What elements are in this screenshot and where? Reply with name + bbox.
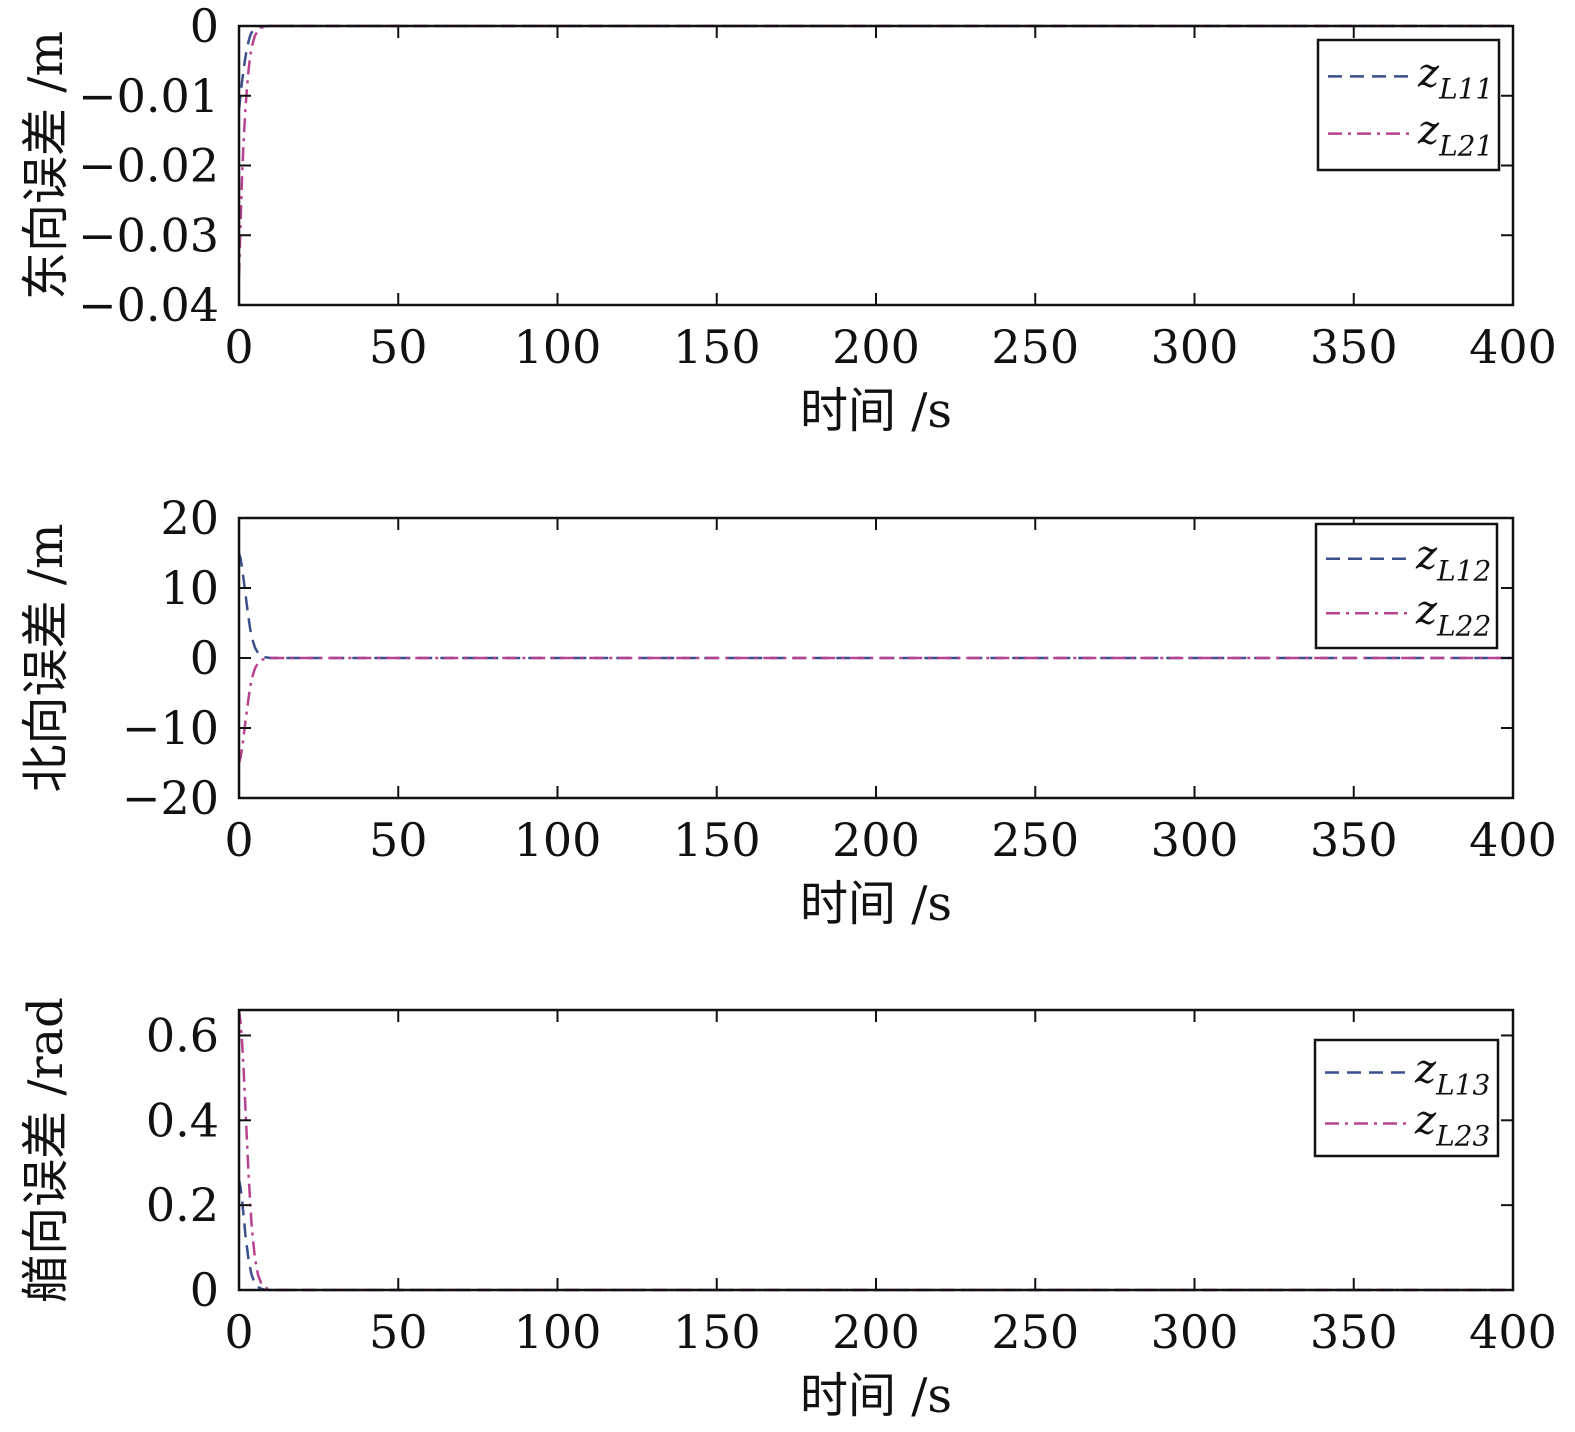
x-tick-label: 250 <box>991 320 1079 374</box>
subplot-1: 0 50 100 150 200 250 300 350 400 0 −0.01 −0.02 −0.03… <box>18 0 1557 439</box>
y-axis-title: 艏向误差 /rad <box>18 997 74 1303</box>
y-tick-label: −0.03 <box>78 208 219 262</box>
x-tick-label: 50 <box>369 1305 428 1359</box>
x-tick-label: 400 <box>1469 813 1557 867</box>
x-tick-label: 0 <box>224 813 253 867</box>
x-tick-label: 200 <box>832 813 920 867</box>
legend-label-L22: zL22 <box>1415 587 1491 642</box>
y-tick-label: 0.4 <box>146 1093 219 1147</box>
y-tick-label: 0 <box>190 0 219 53</box>
subplot-3: 0 50 100 150 200 250 300 350 400 0.6 0.4 0.2 0 时间 /s 艏… <box>18 997 1557 1424</box>
series-line-L12 <box>239 552 1513 660</box>
legend-box <box>1314 522 1499 650</box>
x-tick-label: 350 <box>1310 1305 1398 1359</box>
y-tick-label: −0.02 <box>78 139 219 193</box>
x-tick-label: 50 <box>369 320 428 374</box>
x-tick-label: 300 <box>1151 813 1239 867</box>
x-tick-label: 50 <box>369 813 428 867</box>
series-line-L23 <box>239 1009 1513 1292</box>
legend-box <box>1313 1038 1500 1158</box>
x-tick-label: 100 <box>514 320 602 374</box>
x-axis-title: 时间 /s <box>800 1368 952 1424</box>
x-tick-label: 150 <box>673 813 761 867</box>
x-tick-label: 150 <box>673 320 761 374</box>
x-tick-label: 100 <box>514 813 602 867</box>
y-tick-label: −0.04 <box>78 278 219 332</box>
x-tick-label: 400 <box>1469 1305 1557 1359</box>
y-tick-label: 0.6 <box>146 1008 219 1062</box>
legend-label-L23: zL23 <box>1414 1098 1490 1153</box>
x-tick-label: 0 <box>224 320 253 374</box>
x-axis-title: 时间 /s <box>800 383 952 439</box>
x-tick-label: 350 <box>1310 320 1398 374</box>
y-tick-label: 10 <box>160 561 219 615</box>
y-tick-label: −10 <box>122 701 219 755</box>
y-tick-label: 0.2 <box>146 1178 219 1232</box>
x-axis-title: 时间 /s <box>800 876 952 932</box>
x-tick-label: 200 <box>832 320 920 374</box>
x-tick-label: 200 <box>832 1305 920 1359</box>
legend-label-L13: zL13 <box>1414 1046 1490 1101</box>
x-tick-label: 250 <box>991 1305 1079 1359</box>
y-tick-label: 0 <box>190 631 219 685</box>
x-tick-label: 250 <box>991 813 1079 867</box>
legend-box <box>1316 38 1501 172</box>
legend-label-L12: zL12 <box>1415 533 1491 588</box>
x-tick-label: 400 <box>1469 320 1557 374</box>
y-axis-title: 北向误差 /m <box>18 524 74 793</box>
legend-label-L21: zL21 <box>1417 108 1493 163</box>
x-tick-label: 350 <box>1310 813 1398 867</box>
y-axis-title: 东向误差 /m <box>18 31 74 300</box>
y-tick-label: −20 <box>122 771 219 825</box>
y-tick-label: −0.01 <box>78 69 219 123</box>
x-tick-label: 300 <box>1151 1305 1239 1359</box>
legend-label-L11: zL11 <box>1417 50 1493 105</box>
x-tick-label: 300 <box>1151 320 1239 374</box>
x-tick-label: 150 <box>673 1305 761 1359</box>
x-tick-label: 100 <box>514 1305 602 1359</box>
y-tick-label: 20 <box>160 491 219 545</box>
y-tick-label: 0 <box>190 1263 219 1317</box>
x-tick-label: 0 <box>224 1305 253 1359</box>
series-line-L22 <box>239 656 1513 764</box>
